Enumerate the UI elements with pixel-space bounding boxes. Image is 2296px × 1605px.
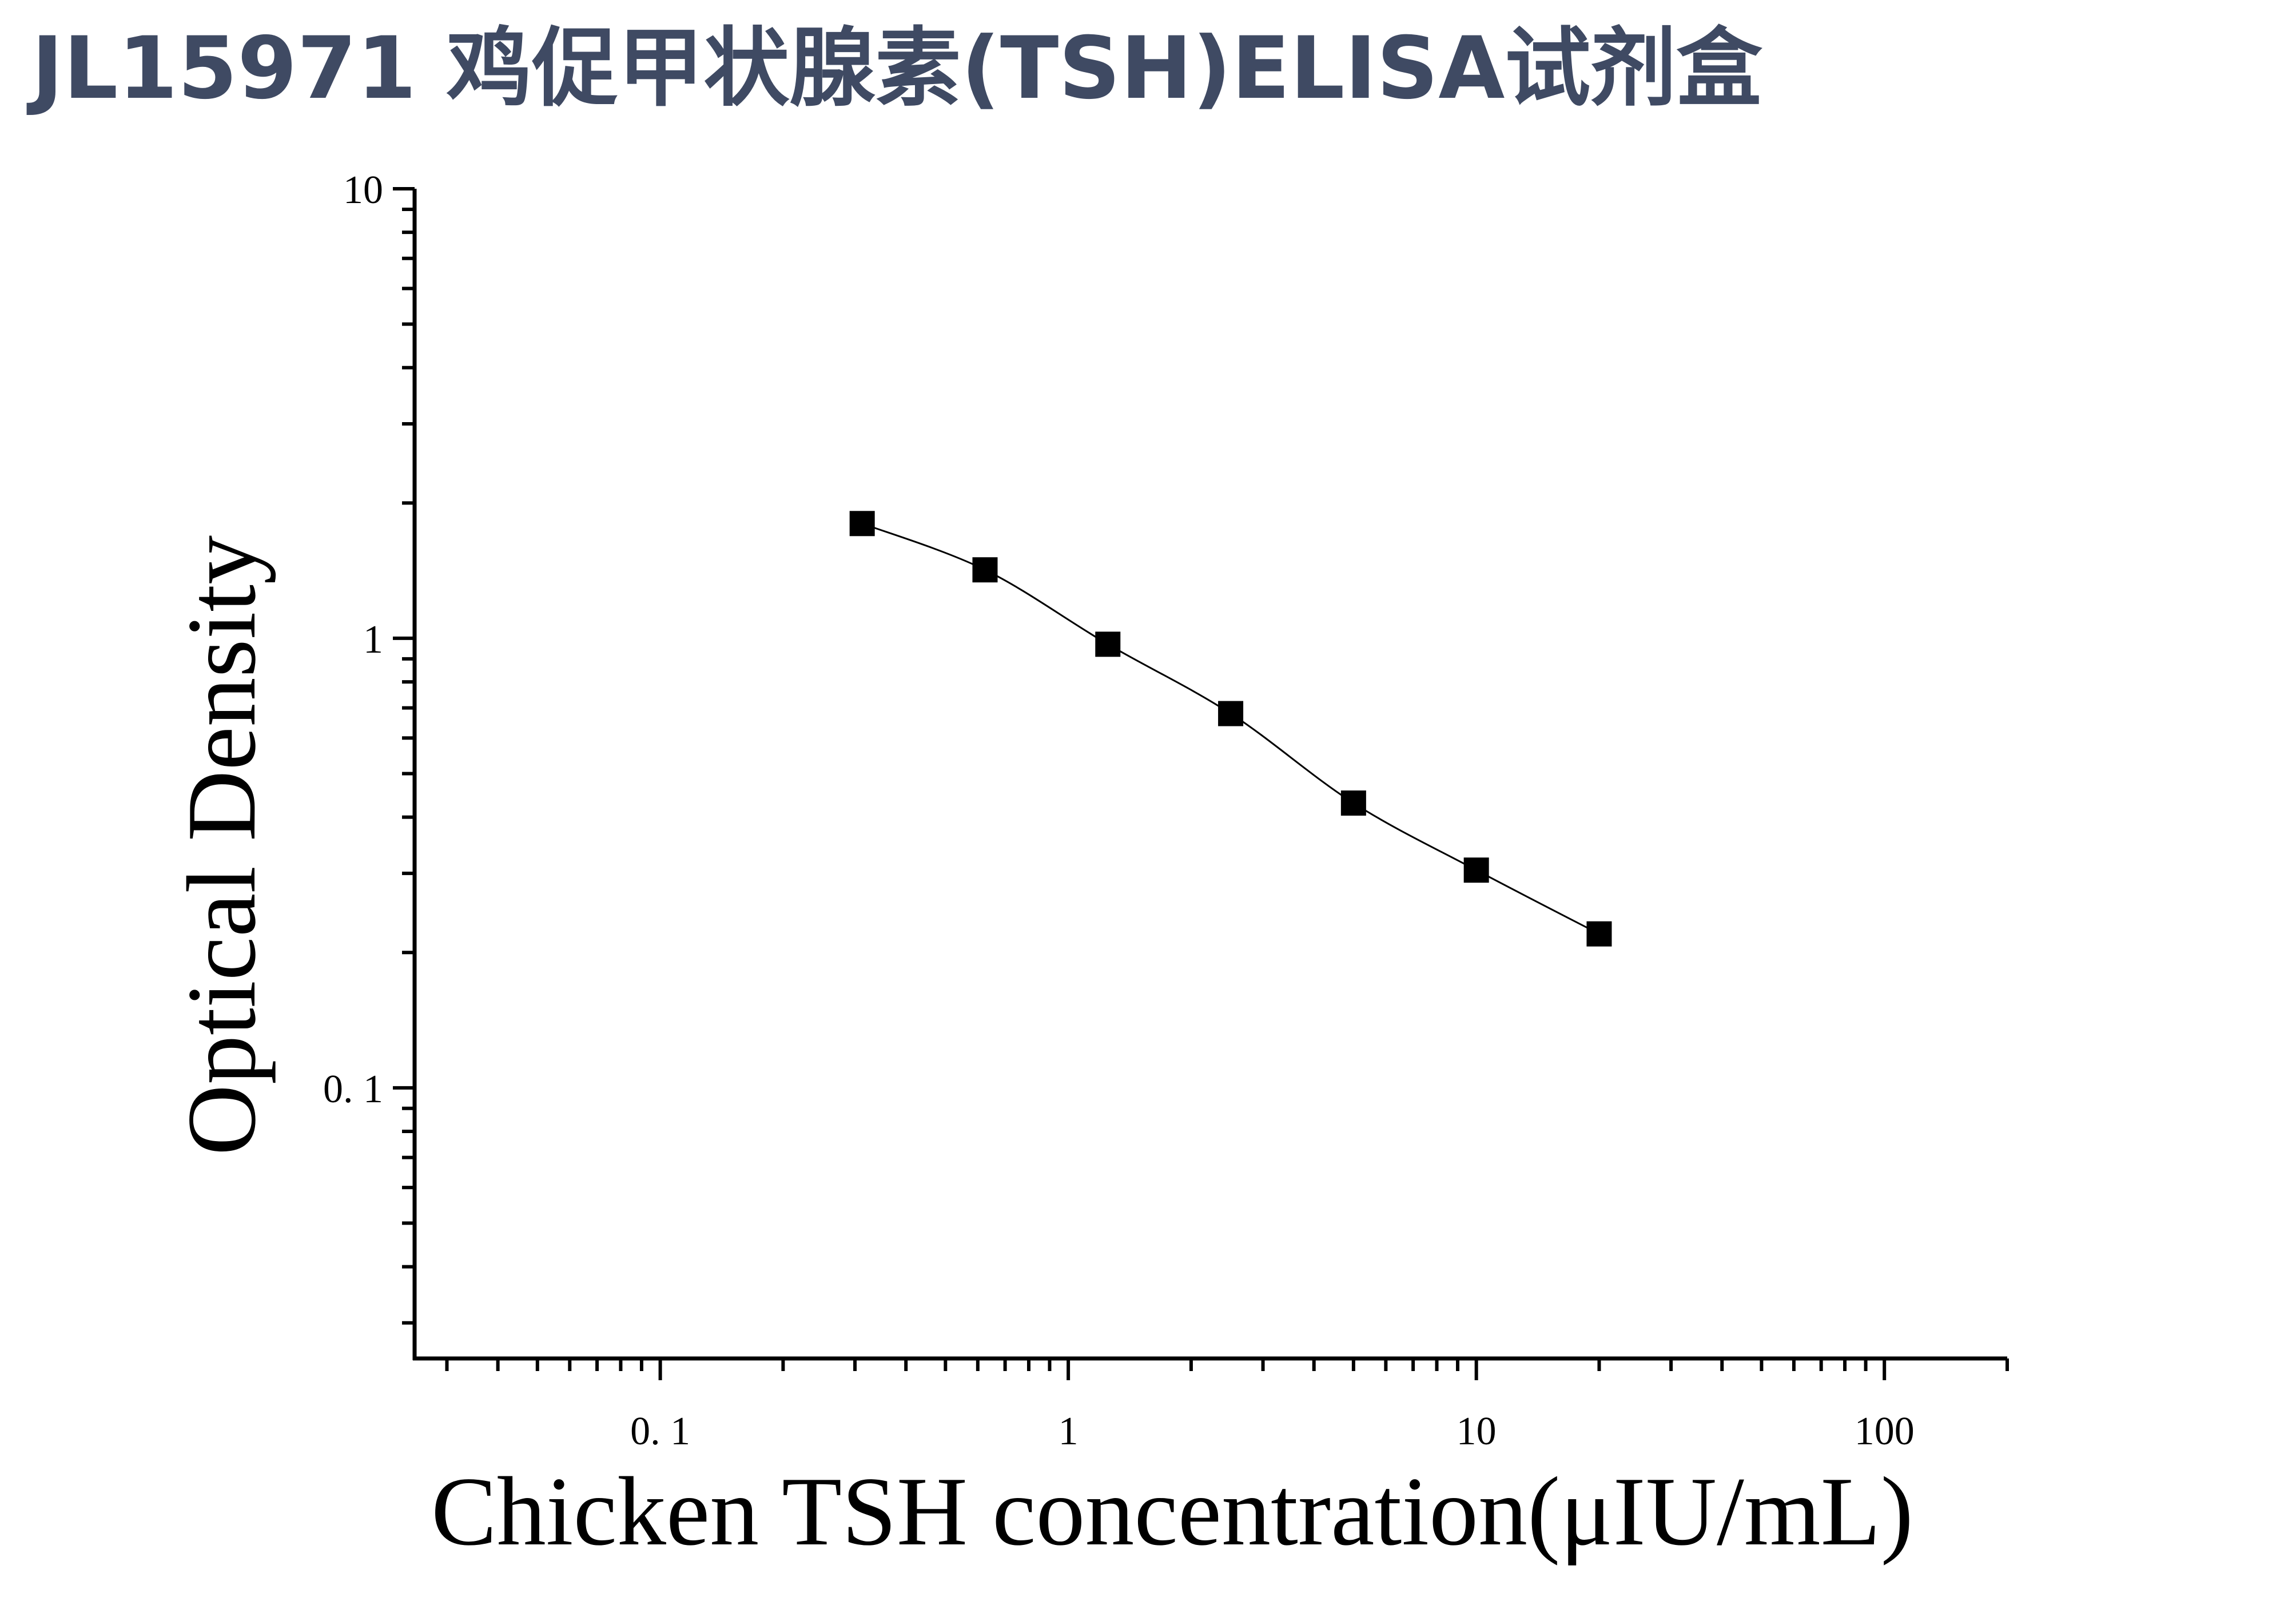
page-title: JL15971 鸡促甲状腺素(TSH)ELISA试剂盒 — [31, 19, 1762, 118]
x-tick-label: 100 — [1855, 1409, 1915, 1453]
data-point — [1218, 701, 1244, 726]
data-point — [1463, 857, 1489, 883]
data-point — [1340, 790, 1366, 816]
y-tick-label: 1 — [363, 618, 383, 662]
data-point — [849, 511, 875, 537]
data-point — [1586, 921, 1612, 947]
data-points — [849, 511, 1612, 947]
y-tick-label: 0. 1 — [323, 1067, 383, 1111]
y-axis-label: Optical Density — [168, 535, 276, 1155]
data-point — [1095, 631, 1121, 657]
chart-axes — [412, 189, 2007, 1361]
chart-ticks: 0. 1 1 10 100 0. 1 1 10 — [323, 168, 2009, 1453]
x-tick-label: 10 — [1457, 1409, 1497, 1453]
data-point — [972, 557, 998, 583]
y-tick-label: 10 — [343, 168, 383, 212]
x-tick-label: 1 — [1059, 1409, 1079, 1453]
x-tick-label: 0. 1 — [630, 1409, 690, 1453]
x-axis-label: Chicken TSH concentration(μIU/mL) — [431, 1457, 1913, 1566]
